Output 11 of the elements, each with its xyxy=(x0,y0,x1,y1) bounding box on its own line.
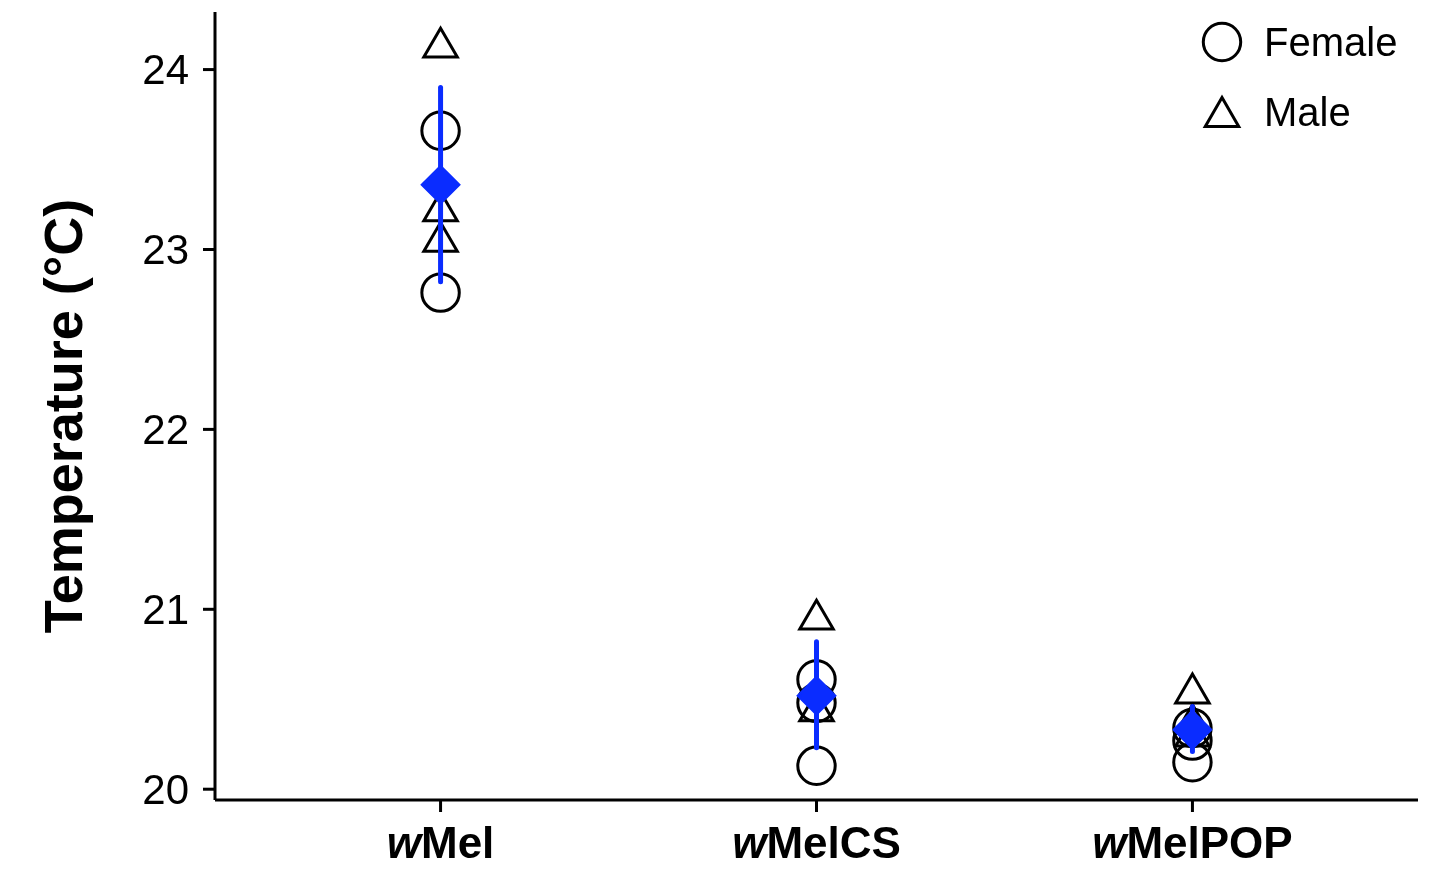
y-axis-title: Temperature (°C) xyxy=(33,198,93,634)
y-tick-label: 20 xyxy=(142,765,189,813)
x-tick-label: wMelPOP xyxy=(1092,818,1293,867)
y-tick-label: 21 xyxy=(142,586,189,633)
y-tick-label: 23 xyxy=(142,226,189,274)
legend-label: Male xyxy=(1264,90,1351,134)
y-tick-label: 24 xyxy=(142,46,189,94)
x-tick-label: wMel xyxy=(386,818,495,867)
legend-label: Female xyxy=(1264,20,1398,64)
x-tick-label: wMelCS xyxy=(732,818,901,867)
y-tick-label: 22 xyxy=(142,406,189,454)
